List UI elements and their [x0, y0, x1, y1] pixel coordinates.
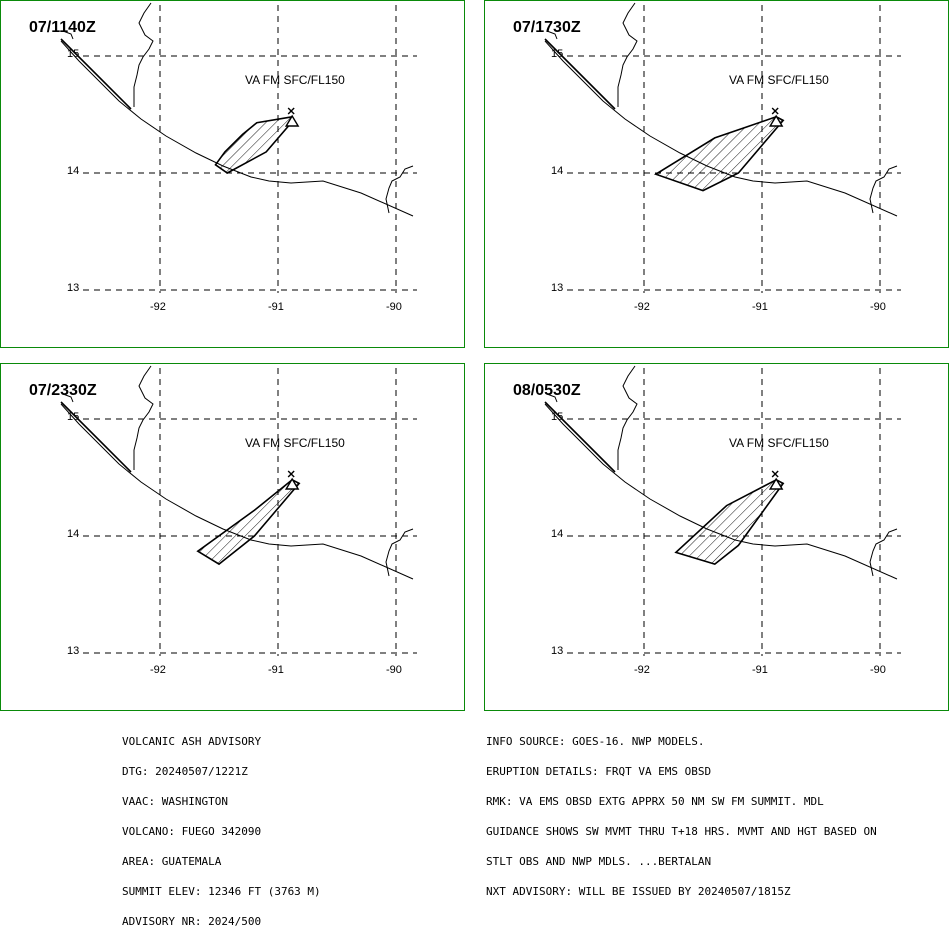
text-line: NXT ADVISORY: WILL BE ISSUED BY 20240507… [486, 885, 791, 898]
volcano-icon [768, 470, 784, 490]
ash-cloud-polygon [674, 478, 785, 565]
border-line [869, 528, 898, 577]
lat-tick-label: 15 [67, 411, 80, 423]
border-line [133, 2, 154, 107]
map-canvas [60, 365, 417, 656]
border-line [385, 165, 414, 214]
lon-tick-label: -90 [386, 301, 402, 313]
ash-cloud-polygon [214, 115, 295, 174]
text-line: SUMMIT ELEV: 12346 FT (3763 M) [122, 885, 321, 898]
border-line [62, 30, 74, 40]
forecast-time-label: 07/1730Z [513, 19, 581, 36]
forecast-panel-4: 08/0530Z VA FM SFC/FL150 15 14 13 -92 -91 -90 [484, 363, 949, 711]
forecast-time-label: 08/0530Z [513, 382, 581, 399]
volcano-icon [284, 470, 300, 490]
lat-tick-label: 13 [551, 645, 564, 657]
ash-cloud-polygon [653, 115, 785, 192]
forecast-time-label: 07/1140Z [29, 19, 96, 36]
text-line: VAAC: WASHINGTON [122, 795, 228, 808]
border-line [869, 165, 898, 214]
ash-cloud-polygon [196, 478, 301, 566]
ash-layer-label: VA FM SFC/FL150 [245, 73, 345, 87]
map-canvas [544, 365, 901, 656]
border-line [62, 393, 74, 403]
lat-tick-label: 14 [67, 165, 80, 177]
forecast-panel-3: 07/2330Z VA FM SFC/FL150 15 14 13 -92 -91 -90 [0, 363, 465, 711]
coastline [60, 403, 414, 580]
text-line: ERUPTION DETAILS: FRQT VA EMS OBSD [486, 765, 712, 778]
coastline [544, 40, 898, 217]
lon-tick-label: -92 [634, 301, 650, 313]
text-line: GUIDANCE SHOWS SW MVMT THRU T+18 HRS. MV… [486, 825, 877, 838]
lat-tick-label: 14 [551, 528, 564, 540]
map-canvas [60, 2, 417, 293]
ash-layer-label: VA FM SFC/FL150 [729, 436, 829, 450]
lon-tick-label: -91 [752, 664, 768, 676]
border-line [385, 528, 414, 577]
border-line [617, 365, 638, 470]
lon-tick-label: -90 [386, 664, 402, 676]
lon-tick-label: -91 [752, 301, 768, 313]
lon-tick-label: -90 [870, 301, 886, 313]
coastline-detail [544, 38, 616, 110]
ash-layer-label: VA FM SFC/FL150 [729, 73, 829, 87]
text-line: STLT OBS AND NWP MDLS. ...BERTALAN [486, 855, 712, 868]
border-line [133, 365, 154, 470]
ash-layer-label: VA FM SFC/FL150 [245, 436, 345, 450]
forecast-panel-1: 07/1140Z VA FM SFC/FL150 15 14 13 -92 -91 -90 [0, 0, 465, 348]
text-line: ADVISORY NR: 2024/500 [122, 915, 262, 928]
advisory-header-text: VOLCANIC ASH ADVISORY DTG: 20240507/1221… [122, 717, 321, 937]
lon-tick-label: -90 [870, 664, 886, 676]
map-canvas [544, 2, 901, 293]
border-line [546, 30, 558, 40]
forecast-panel-2: 07/1730Z VA FM SFC/FL150 15 14 13 -92 -91 -90 [484, 0, 949, 348]
lat-tick-label: 15 [551, 48, 564, 60]
text-line: AREA: GUATEMALA [122, 855, 222, 868]
coastline-detail [60, 38, 132, 110]
lon-tick-label: -91 [268, 664, 284, 676]
text-line: RMK: VA EMS OBSD EXTG APPRX 50 NM SW FM … [486, 795, 824, 808]
lon-tick-label: -92 [150, 301, 166, 313]
border-line [546, 393, 558, 403]
coastline [60, 40, 414, 217]
lat-tick-label: 13 [67, 645, 80, 657]
text-line: DTG: 20240507/1221Z [122, 765, 248, 778]
forecast-time-label: 07/2330Z [29, 382, 97, 399]
lat-tick-label: 13 [67, 282, 80, 294]
lon-tick-label: -92 [150, 664, 166, 676]
coastline [544, 403, 898, 580]
border-line [617, 2, 638, 107]
lat-tick-label: 14 [67, 528, 80, 540]
lat-tick-label: 15 [551, 411, 564, 423]
lat-tick-label: 15 [67, 48, 80, 60]
volcano-icon [768, 107, 784, 127]
coastline-detail [60, 401, 132, 473]
lat-tick-label: 14 [551, 165, 564, 177]
lon-tick-label: -91 [268, 301, 284, 313]
volcano-icon [284, 107, 300, 127]
lon-tick-label: -92 [634, 664, 650, 676]
lat-tick-label: 13 [551, 282, 564, 294]
coastline-detail [544, 401, 616, 473]
text-line: VOLCANO: FUEGO 342090 [122, 825, 262, 838]
text-line: VOLCANIC ASH ADVISORY [122, 735, 262, 748]
text-line: INFO SOURCE: GOES-16. NWP MODELS. [486, 735, 705, 748]
advisory-details-text: INFO SOURCE: GOES-16. NWP MODELS. ERUPTI… [486, 717, 877, 907]
